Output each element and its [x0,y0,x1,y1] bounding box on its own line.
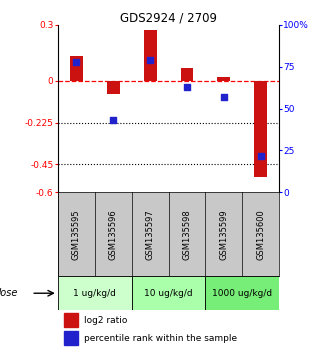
Text: 1000 ug/kg/d: 1000 ug/kg/d [212,289,273,298]
Point [221,94,226,100]
Text: 1 ug/kg/d: 1 ug/kg/d [73,289,116,298]
Text: GSM135600: GSM135600 [256,209,265,260]
Text: GSM135596: GSM135596 [108,209,118,260]
Text: GSM135599: GSM135599 [219,209,229,259]
Point [184,84,189,90]
Bar [217,77,230,81]
Text: GSM135598: GSM135598 [182,209,192,260]
Point [258,153,263,158]
Bar [65,313,78,327]
Bar [65,331,78,345]
Bar [58,276,132,310]
Text: percentile rank within the sample: percentile rank within the sample [84,334,238,343]
Title: GDS2924 / 2709: GDS2924 / 2709 [120,12,217,25]
Bar [254,81,267,177]
Text: GSM135597: GSM135597 [145,209,155,260]
Text: dose: dose [0,288,18,298]
Point [147,57,153,63]
Bar [180,68,194,81]
Point [74,59,79,64]
Text: log2 ratio: log2 ratio [84,316,128,325]
Bar [70,56,83,81]
Text: 10 ug/kg/d: 10 ug/kg/d [144,289,193,298]
Text: GSM135595: GSM135595 [72,209,81,259]
Bar [132,276,205,310]
Point [110,118,116,123]
Bar [107,81,120,94]
Bar [143,30,157,81]
Bar [205,276,279,310]
